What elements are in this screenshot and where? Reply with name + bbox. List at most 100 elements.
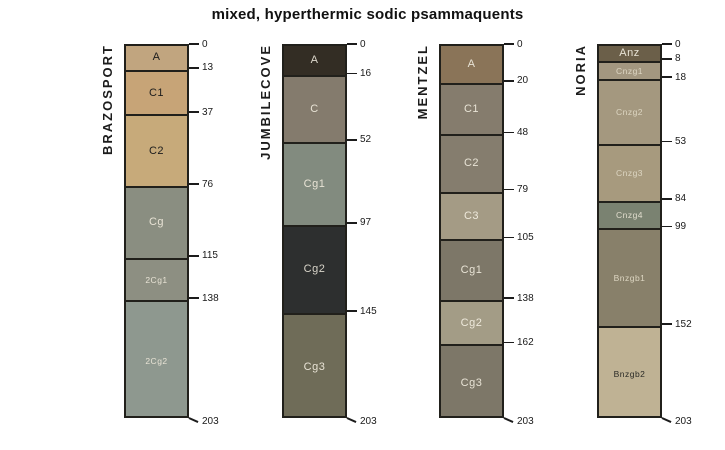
horizon-jumbilecove-cg1: Cg1 bbox=[284, 141, 345, 225]
depth-tick-brazosport-37 bbox=[189, 111, 199, 113]
horizon-mentzel-c3: C3 bbox=[441, 191, 502, 240]
horizon-label: A bbox=[152, 51, 161, 64]
horizon-brazosport-c1: C1 bbox=[126, 69, 187, 115]
depth-tick-jumbilecove-16 bbox=[347, 72, 357, 75]
depth-tick-mentzel-105 bbox=[504, 236, 514, 239]
depth-tick-jumbilecove-52 bbox=[347, 139, 357, 141]
profile-name-jumbilecove: JUMBILECOVE bbox=[258, 44, 273, 160]
depth-tick-label-mentzel-0: 0 bbox=[517, 38, 523, 50]
depth-tick-label-brazosport-13: 13 bbox=[202, 62, 214, 74]
horizon-label: A bbox=[467, 57, 476, 70]
depth-tick-label-mentzel-48: 48 bbox=[517, 126, 529, 138]
depth-tick-mentzel-162 bbox=[504, 341, 514, 344]
profile-column-jumbilecove: A C Cg1 Cg2 Cg3 bbox=[282, 44, 347, 418]
depth-tick-brazosport-115 bbox=[189, 255, 199, 257]
horizon-label: Cg2 bbox=[460, 316, 483, 329]
horizon-label: C1 bbox=[148, 86, 165, 99]
horizon-label: 2Cg1 bbox=[145, 274, 168, 285]
horizon-jumbilecove-c: C bbox=[284, 75, 345, 142]
depth-tick-label-brazosport-203: 203 bbox=[202, 416, 219, 427]
horizon-label: C2 bbox=[463, 157, 480, 170]
horizon-jumbilecove-cg3: Cg3 bbox=[284, 313, 345, 416]
depth-tick-jumbilecove-97 bbox=[347, 221, 357, 224]
depth-tick-jumbilecove-145 bbox=[347, 310, 357, 312]
depth-tick-label-noria-0: 0 bbox=[675, 38, 681, 50]
depth-tick-brazosport-0 bbox=[189, 43, 199, 45]
horizon-label: C2 bbox=[148, 144, 165, 157]
depth-tick-label-noria-8: 8 bbox=[675, 53, 681, 65]
depth-tick-label-noria-152: 152 bbox=[675, 318, 692, 330]
profile-column-noria: Anz Cnzg1 Cnzg2 Cnzg3 Cnzg4 Bnzgb1 Bnzgb2 bbox=[597, 44, 662, 418]
depth-tick-label-mentzel-79: 79 bbox=[517, 184, 529, 196]
horizon-label: Cnzg3 bbox=[615, 167, 644, 178]
horizon-jumbilecove-cg2: Cg2 bbox=[284, 224, 345, 314]
horizon-brazosport-a: A bbox=[126, 46, 187, 70]
horizon-mentzel-a: A bbox=[441, 46, 502, 83]
depth-tick-jumbilecove-203 bbox=[346, 417, 357, 423]
horizon-label: C3 bbox=[463, 209, 480, 222]
horizon-label: 2Cg2 bbox=[145, 355, 168, 366]
depth-tick-label-brazosport-115: 115 bbox=[202, 250, 218, 262]
depth-tick-label-noria-53: 53 bbox=[675, 136, 687, 148]
depth-tick-label-mentzel-105: 105 bbox=[517, 231, 534, 243]
horizon-label: Cnzg4 bbox=[615, 210, 644, 221]
depth-tick-noria-0 bbox=[662, 43, 672, 45]
depth-tick-brazosport-138 bbox=[189, 297, 199, 300]
horizon-label: Cg3 bbox=[460, 376, 483, 389]
horizon-noria-cnzg3: Cnzg3 bbox=[599, 143, 660, 201]
depth-tick-mentzel-203 bbox=[503, 417, 514, 423]
horizon-noria-cnzg1: Cnzg1 bbox=[599, 60, 660, 80]
depth-tick-label-mentzel-20: 20 bbox=[517, 75, 529, 87]
depth-tick-label-brazosport-76: 76 bbox=[202, 178, 214, 190]
horizon-label: Cg bbox=[148, 216, 165, 229]
horizon-label: Cnzg1 bbox=[615, 65, 644, 76]
horizon-label: A bbox=[310, 54, 319, 67]
horizon-brazosport-cg: Cg bbox=[126, 185, 187, 258]
depth-tick-label-brazosport-0: 0 bbox=[202, 38, 208, 50]
depth-tick-mentzel-0 bbox=[504, 43, 514, 45]
horizon-noria-anz: Anz bbox=[599, 46, 660, 61]
depth-tick-label-noria-18: 18 bbox=[675, 71, 687, 83]
depth-tick-mentzel-138 bbox=[504, 297, 514, 300]
horizon-brazosport-2cg2: 2Cg2 bbox=[126, 300, 187, 416]
depth-tick-brazosport-76 bbox=[189, 183, 199, 185]
depth-tick-noria-8 bbox=[662, 57, 672, 60]
horizon-brazosport-c2: C2 bbox=[126, 114, 187, 186]
depth-tick-noria-99 bbox=[662, 225, 672, 228]
horizon-label: Cg2 bbox=[303, 263, 326, 276]
horizon-mentzel-c2: C2 bbox=[441, 134, 502, 192]
horizon-label: Cnzg2 bbox=[615, 107, 644, 118]
depth-tick-label-mentzel-203: 203 bbox=[517, 416, 534, 427]
depth-tick-label-mentzel-138: 138 bbox=[517, 292, 534, 304]
horizon-mentzel-cg3: Cg3 bbox=[441, 344, 502, 416]
depth-tick-label-jumbilecove-97: 97 bbox=[360, 217, 372, 229]
profile-name-noria: NORIA bbox=[573, 44, 588, 96]
depth-tick-mentzel-48 bbox=[504, 131, 514, 134]
horizon-jumbilecove-a: A bbox=[284, 46, 345, 76]
horizon-mentzel-cg2: Cg2 bbox=[441, 300, 502, 345]
depth-tick-label-jumbilecove-0: 0 bbox=[360, 38, 366, 50]
horizon-mentzel-c1: C1 bbox=[441, 82, 502, 135]
horizon-label: Bnzgb1 bbox=[613, 272, 646, 283]
horizon-mentzel-cg1: Cg1 bbox=[441, 239, 502, 301]
horizon-label: Cg3 bbox=[303, 361, 326, 374]
depth-tick-label-noria-203: 203 bbox=[675, 416, 692, 427]
depth-tick-label-jumbilecove-145: 145 bbox=[360, 305, 377, 317]
horizon-label: Cg1 bbox=[460, 264, 483, 277]
depth-tick-noria-18 bbox=[662, 76, 672, 78]
depth-tick-label-brazosport-138: 138 bbox=[202, 292, 219, 304]
depth-tick-noria-152 bbox=[662, 323, 672, 325]
horizon-label: Anz bbox=[619, 46, 640, 59]
depth-tick-label-jumbilecove-16: 16 bbox=[360, 67, 372, 79]
horizon-label: C1 bbox=[463, 103, 480, 116]
depth-tick-mentzel-20 bbox=[504, 80, 514, 82]
profile-column-brazosport: A C1 C2 Cg 2Cg1 2Cg2 bbox=[124, 44, 189, 418]
horizon-label: Cg1 bbox=[303, 177, 326, 190]
depth-tick-brazosport-203 bbox=[188, 417, 199, 423]
horizon-noria-bnzgb2: Bnzgb2 bbox=[599, 326, 660, 416]
horizon-noria-bnzgb1: Bnzgb1 bbox=[599, 228, 660, 326]
depth-tick-mentzel-79 bbox=[504, 188, 514, 191]
horizon-noria-cnzg4: Cnzg4 bbox=[599, 200, 660, 229]
depth-tick-jumbilecove-0 bbox=[347, 43, 357, 45]
